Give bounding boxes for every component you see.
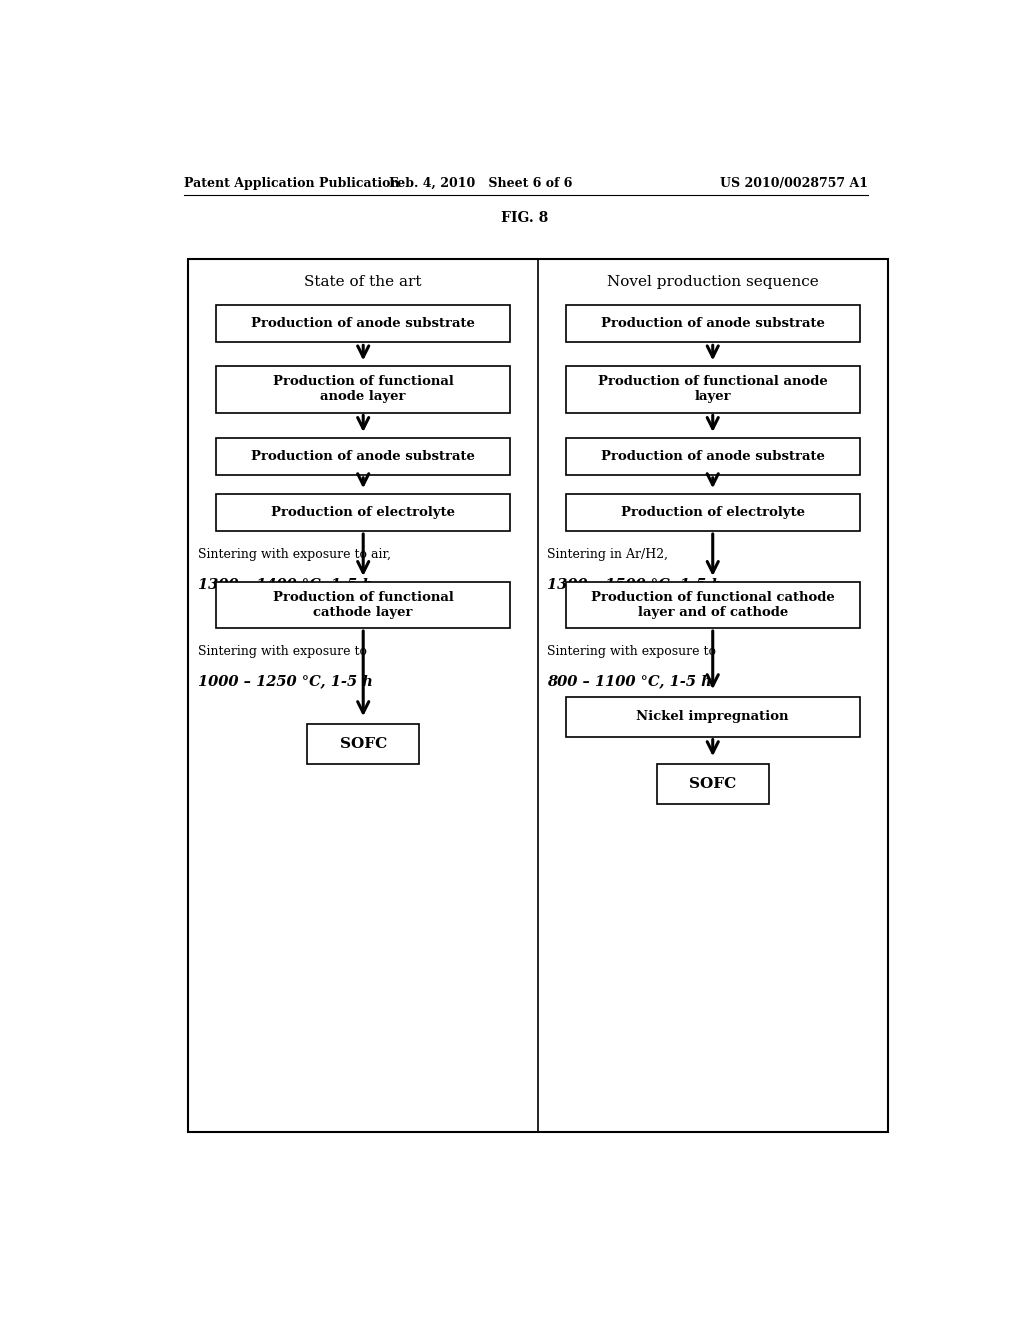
Text: Production of functional
anode layer: Production of functional anode layer — [272, 375, 454, 404]
Bar — [566, 494, 859, 531]
Text: SOFC: SOFC — [689, 776, 736, 791]
Bar — [656, 763, 769, 804]
Text: Production of functional anode
layer: Production of functional anode layer — [598, 375, 827, 404]
Bar — [216, 305, 510, 342]
Text: Nickel impregnation: Nickel impregnation — [637, 710, 788, 723]
Bar — [566, 582, 859, 628]
Text: Production of electrolyte: Production of electrolyte — [271, 506, 456, 519]
Text: 1300 – 1500 °C, 1-5 h: 1300 – 1500 °C, 1-5 h — [547, 577, 722, 591]
Bar — [216, 494, 510, 531]
Text: Novel production sequence: Novel production sequence — [607, 275, 818, 289]
Bar — [216, 438, 510, 475]
Text: Patent Application Publication: Patent Application Publication — [183, 177, 399, 190]
Text: Production of anode substrate: Production of anode substrate — [251, 450, 475, 463]
Text: 1300 – 1400 °C, 1-5 h: 1300 – 1400 °C, 1-5 h — [198, 577, 373, 591]
Bar — [566, 367, 859, 413]
Text: 1000 – 1250 °C, 1-5 h: 1000 – 1250 °C, 1-5 h — [198, 675, 373, 688]
Text: Production of functional cathode
layer and of cathode: Production of functional cathode layer a… — [591, 591, 835, 619]
Text: Production of electrolyte: Production of electrolyte — [621, 506, 805, 519]
Bar — [188, 259, 888, 1133]
Text: SOFC: SOFC — [340, 737, 387, 751]
Text: 800 – 1100 °C, 1-5 h: 800 – 1100 °C, 1-5 h — [547, 675, 712, 688]
Bar — [216, 367, 510, 413]
Bar — [307, 723, 420, 763]
Bar — [216, 582, 510, 628]
Text: Production of anode substrate: Production of anode substrate — [251, 317, 475, 330]
Bar — [566, 438, 859, 475]
Text: Sintering in Ar/H2,: Sintering in Ar/H2, — [547, 548, 669, 561]
Text: Sintering with exposure to: Sintering with exposure to — [198, 645, 367, 659]
Text: Feb. 4, 2010   Sheet 6 of 6: Feb. 4, 2010 Sheet 6 of 6 — [389, 177, 572, 190]
Text: Sintering with exposure to air,: Sintering with exposure to air, — [198, 548, 391, 561]
Text: US 2010/0028757 A1: US 2010/0028757 A1 — [720, 177, 868, 190]
Text: FIG. 8: FIG. 8 — [501, 211, 549, 226]
Bar — [566, 697, 859, 737]
Text: Sintering with exposure to: Sintering with exposure to — [547, 645, 716, 659]
Text: State of the art: State of the art — [304, 275, 422, 289]
Text: Production of functional
cathode layer: Production of functional cathode layer — [272, 591, 454, 619]
Bar — [566, 305, 859, 342]
Text: Production of anode substrate: Production of anode substrate — [601, 450, 824, 463]
Text: Production of anode substrate: Production of anode substrate — [601, 317, 824, 330]
